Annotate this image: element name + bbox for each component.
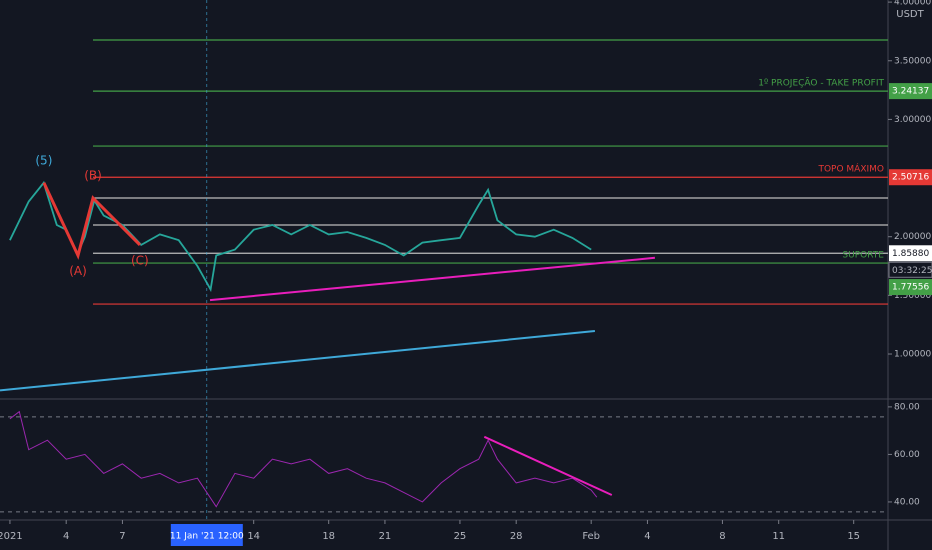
- wave-label: (A): [69, 264, 87, 278]
- x-tick-label: 21: [379, 531, 392, 542]
- price-tag-label: 1.85880: [892, 249, 929, 259]
- x-tick-label: 18: [322, 531, 335, 542]
- trendline: [209, 256, 655, 302]
- price-tag: [889, 83, 932, 100]
- trendline: [483, 435, 613, 496]
- y-tick-label: 80.00: [894, 402, 920, 412]
- level-label: TOPO MÁXIMO: [817, 163, 884, 175]
- y-tick-label: 1.00000: [894, 350, 931, 360]
- price-tag: [889, 245, 932, 262]
- x-tick-label: 25: [454, 531, 467, 542]
- price-tag: [889, 169, 932, 186]
- x-tick-label: 15: [847, 531, 860, 542]
- x-tick-label: 7: [119, 531, 125, 542]
- y-tick-label: 40.00: [894, 497, 920, 507]
- level-label: SUPORTE: [842, 251, 884, 261]
- x-tick-label: 8: [719, 531, 725, 542]
- wave-line: [42, 182, 141, 260]
- y-tick-label: 3.50000: [894, 56, 931, 66]
- wave-label: (5): [35, 153, 52, 167]
- rsi-line: [9, 410, 598, 508]
- x-tick-label: 14: [247, 531, 260, 542]
- crosshair-tag: [170, 524, 243, 546]
- x-tick-label: 11: [772, 531, 785, 542]
- crosshair-label: 11 Jan '21 12:00: [170, 532, 244, 542]
- price-tag: [889, 279, 932, 296]
- x-tick-label: Feb: [582, 531, 600, 542]
- price-tag-label: 1.77556: [892, 283, 929, 293]
- y-tick-label: 2.00000: [894, 232, 931, 242]
- y-tick-label: 4.00000: [894, 0, 931, 8]
- trendline: [0, 330, 595, 392]
- wave-label: (C): [131, 253, 149, 267]
- y-tick-label: 1.50000: [894, 291, 931, 301]
- unit-label: USDT: [896, 9, 924, 20]
- price-tag-label: 3.24137: [892, 87, 929, 97]
- y-tick-label: 3.00000: [894, 115, 931, 125]
- countdown-tag: [888, 261, 932, 278]
- price-tag-label: 2.50716: [892, 173, 929, 183]
- wave-label: (B): [84, 169, 102, 183]
- level-label: 1º PROJEÇÃO - TAKE PROFIT: [758, 78, 884, 89]
- x-tick-label: 4: [644, 531, 650, 542]
- x-tick-label: 2021: [0, 531, 23, 542]
- y-tick-label: 60.00: [894, 450, 920, 460]
- countdown-label: 03:32:25: [892, 266, 932, 276]
- x-tick-label: 28: [510, 531, 523, 542]
- price-line: [9, 180, 592, 293]
- x-tick-label: 4: [63, 531, 69, 542]
